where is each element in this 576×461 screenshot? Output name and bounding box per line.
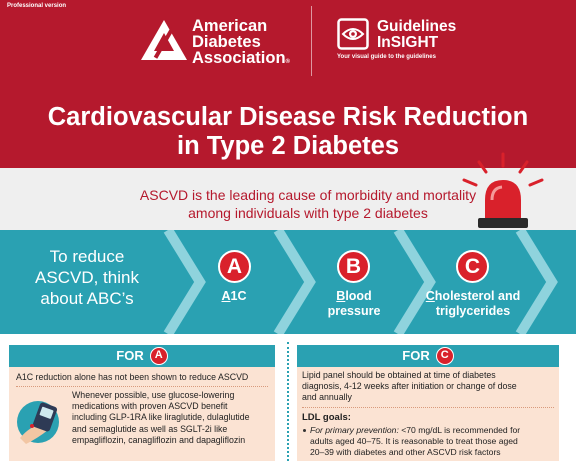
panel-a-body: Whenever possible, use glucose-lowering … (72, 390, 272, 446)
ada-line-1: American (192, 17, 268, 35)
abc-label-a1c: A1C (221, 289, 247, 303)
guidelines-tagline: Your visual guide to the guidelines (337, 54, 436, 60)
letter-c-badge: C (456, 250, 489, 283)
panel-a-body-line-2: medications with proven ASCVD benefit (72, 401, 228, 412)
ldl-item-line-1: <70 mg/dL is recommended for (401, 425, 521, 435)
header-divider (311, 6, 312, 76)
chevron-arrows (163, 230, 558, 334)
panel-separator (287, 342, 289, 461)
panel-c-divider (302, 407, 554, 408)
page-title: Cardiovascular Disease Risk Reduction in… (0, 103, 576, 161)
edition-label: Professional version (7, 3, 67, 9)
panel-a-body-line-1: Whenever possible, use glucose-lowering (72, 390, 235, 400)
panel-a-divider (16, 386, 268, 387)
bullet-icon (303, 429, 306, 432)
abc-intro: To reduce ASCVD, think about ABC’s (12, 246, 162, 309)
ldl-item-label: For primary prevention: (310, 425, 399, 435)
panel-a-body-line-3: including GLP-1RA like liraglutide, dula… (72, 412, 250, 423)
guidelines-line-1: Guidelines (377, 18, 457, 35)
guidelines-line-2: InSIGHT (377, 34, 439, 51)
abc-intro-line-1: To reduce (49, 247, 125, 266)
panel-c-letter-badge: C (435, 346, 454, 365)
abc-label-cholesterol: Cholesterol and triglycerides (425, 289, 521, 318)
ldl-goals-heading: LDL goals: (302, 412, 351, 423)
banner-text: ASCVD is the leading cause of morbidity … (118, 186, 498, 222)
siren-icon (462, 152, 544, 228)
ada-wordmark: American Diabetes Association® (192, 18, 290, 70)
panel-c-intro: Lipid panel should be obtained at time o… (302, 370, 557, 403)
guidelines-wordmark: Guidelines InSIGHT (377, 19, 456, 51)
glucose-meter-icon (17, 401, 59, 444)
abc-intro-line-2: ASCVD, think (35, 268, 139, 287)
panel-c-heading: FOR C (297, 345, 559, 367)
panel-a-body-line-5: empagliflozin, canagliflozin and dapagli… (72, 434, 246, 445)
eye-book-icon (337, 18, 369, 50)
abc-label-blood-pressure: Blood pressure (327, 289, 381, 318)
ada-line-2: Diabetes (192, 33, 261, 51)
ada-logo-icon (141, 20, 187, 60)
panel-c-intro-line-1: Lipid panel should be obtained at time o… (302, 370, 496, 380)
letter-a-badge: A (218, 250, 251, 283)
abc-intro-line-3: about ABC’s (40, 289, 134, 308)
ldl-item-line-3: 20–39 with diabetes and other ASCVD risk… (310, 447, 501, 457)
panel-a-letter-badge: A (149, 346, 168, 365)
ada-line-3: Association® (192, 49, 290, 67)
panel-c-intro-line-2: diagnosis, 4-12 weeks after initiation o… (302, 381, 517, 391)
ldl-item-line-2: adults aged 40–75. It is reasonable to t… (310, 436, 518, 446)
ldl-item-primary: For primary prevention: <70 mg/dL is rec… (310, 425, 558, 458)
panel-a-line-1: A1C reduction alone has not been shown t… (16, 372, 249, 382)
panel-a-body-line-4: and semaglutide as well as SGLT-2i like (72, 423, 228, 434)
header-band (0, 0, 576, 168)
banner-line-2: among individuals with type 2 diabetes (188, 205, 428, 221)
title-line-2: in Type 2 Diabetes (176, 132, 400, 160)
panel-c-intro-line-3: and annually (302, 392, 352, 402)
panel-a-heading: FOR A (9, 345, 275, 367)
banner-line-1: ASCVD is the leading cause of morbidity … (139, 187, 477, 203)
title-line-1: Cardiovascular Disease Risk Reduction (47, 103, 529, 131)
letter-b-badge: B (337, 250, 370, 283)
